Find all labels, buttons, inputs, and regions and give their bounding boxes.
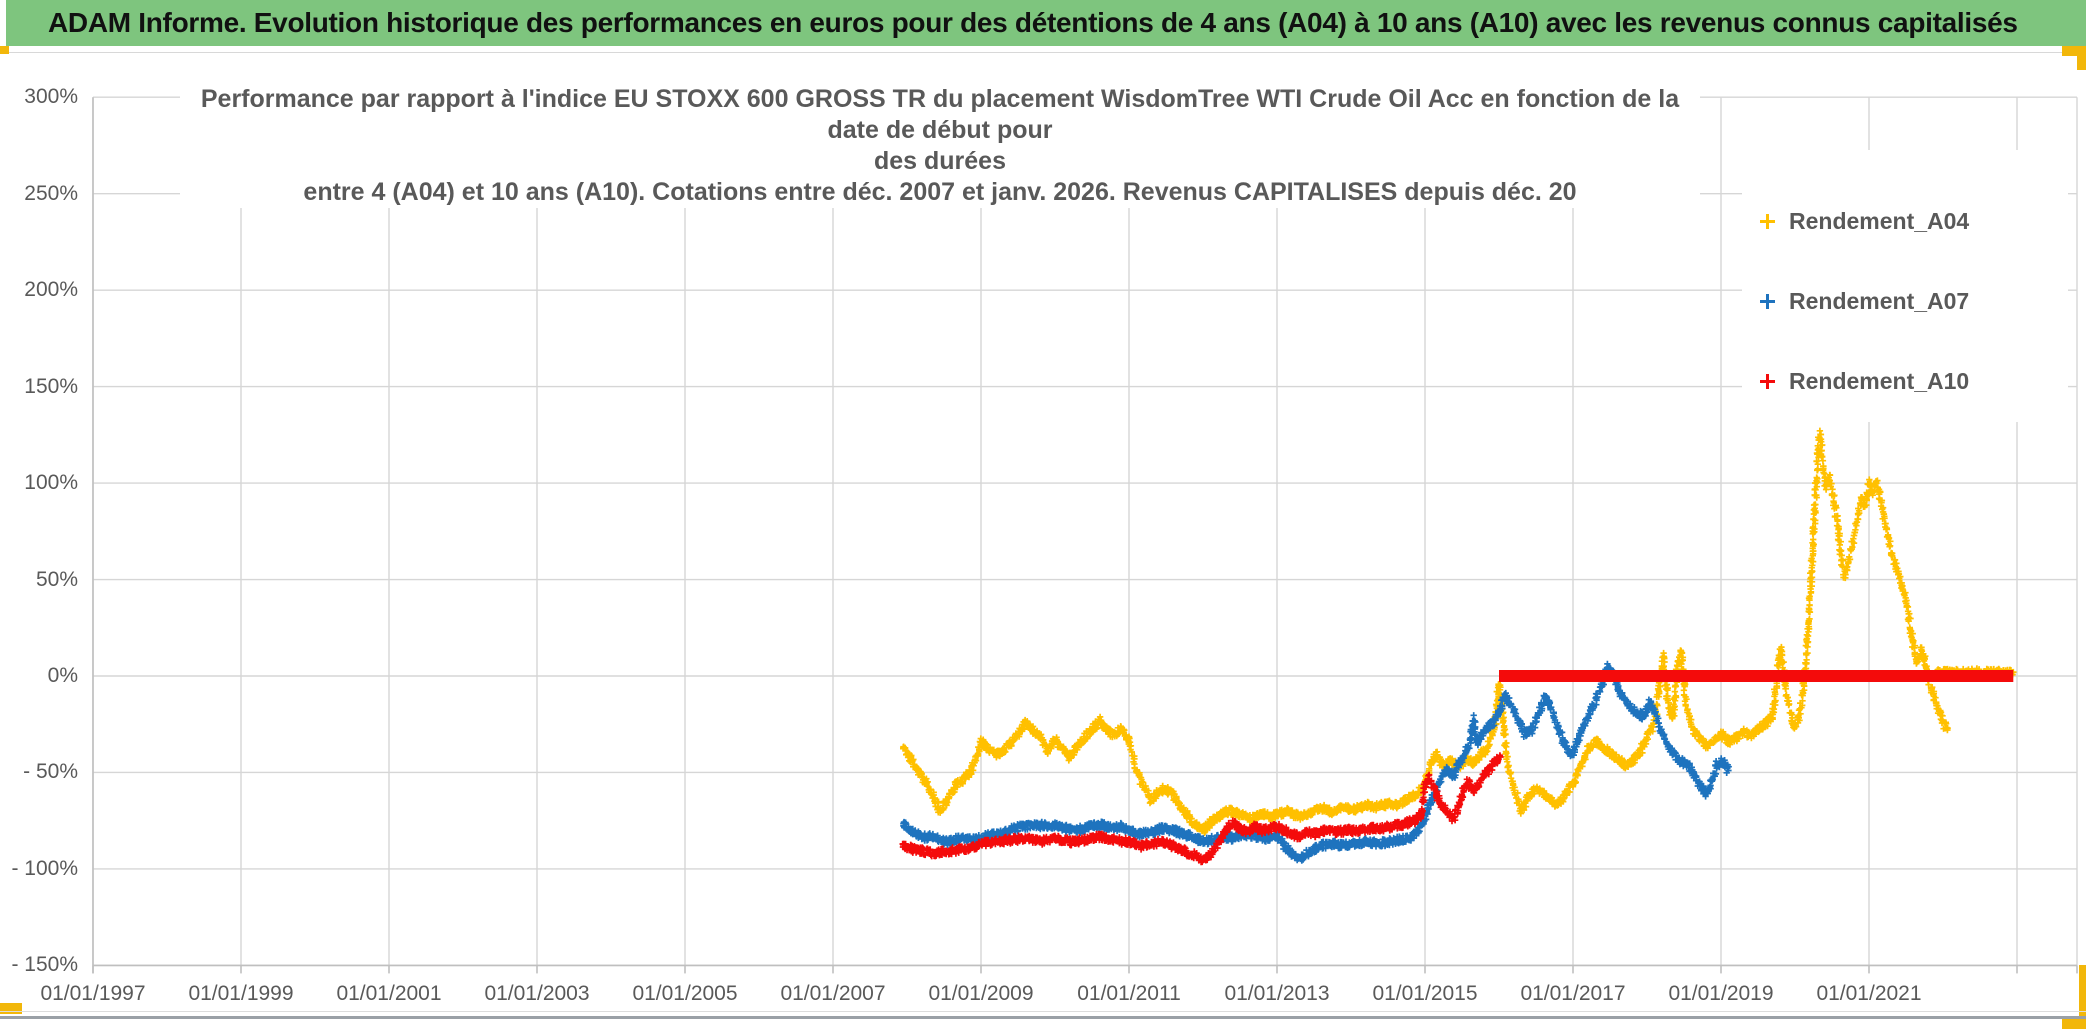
x-axis-label: 01/01/2015: [1372, 982, 1478, 1005]
x-axis-label: 01/01/2005: [632, 982, 738, 1005]
chart-title-line-1: Performance par rapport à l'indice EU ST…: [200, 85, 1680, 144]
y-axis-label: 0%: [47, 664, 78, 687]
legend-item-rendement-a04[interactable]: Rendement_A04: [1760, 208, 1969, 235]
banner-divider: [0, 52, 2086, 53]
x-axis-label: 01/01/2019: [1668, 982, 1774, 1005]
legend-label: Rendement_A07: [1789, 288, 1970, 314]
gold-accent-top-left: [0, 46, 9, 54]
gold-accent-top-right-h: [2062, 46, 2086, 56]
y-axis-label: - 50%: [23, 760, 78, 784]
chart-title-line-2: des durées: [873, 147, 1006, 175]
y-axis-label: 200%: [24, 278, 78, 302]
y-axis-label: 50%: [35, 567, 78, 591]
y-axis-label: - 150%: [11, 953, 78, 977]
chart-title-line-3: entre 4 (A04) et 10 ans (A10). Cotations…: [303, 178, 1577, 206]
x-axis-label: 01/01/2007: [780, 982, 886, 1005]
x-axis-label: 01/01/2017: [1520, 982, 1626, 1005]
x-axis-label: 01/01/1997: [40, 982, 146, 1005]
x-axis-label: 01/01/2021: [1816, 982, 1922, 1005]
gold-accent-bottom-left: [0, 1003, 22, 1014]
y-axis-label: 150%: [24, 374, 78, 398]
gold-accent-right-edge: [2079, 965, 2086, 1025]
plus-marker-icon: [1760, 294, 1775, 309]
x-axis-label: 01/01/2011: [1077, 982, 1181, 1005]
chart-legend: Rendement_A04 Rendement_A07 Rendement_A1…: [1742, 150, 2068, 422]
bottom-divider-light: [0, 1011, 2086, 1012]
legend-label: Rendement_A04: [1789, 208, 1970, 234]
legend-item-rendement-a07[interactable]: Rendement_A07: [1760, 288, 1969, 315]
x-axis-label: 01/01/2003: [484, 982, 590, 1005]
chart-title: Performance par rapport à l'indice EU ST…: [180, 84, 1700, 208]
y-axis-label: 300%: [24, 85, 78, 109]
plus-marker-icon: [1760, 374, 1775, 389]
legend-item-rendement-a10[interactable]: Rendement_A10: [1760, 368, 1969, 395]
gold-accent-top-right-v: [2077, 46, 2086, 70]
plus-marker-icon: [1760, 214, 1775, 229]
gold-accent-bottom-right: [2062, 1019, 2086, 1029]
y-axis-label: - 100%: [11, 856, 78, 880]
series-markers-rendement_a10: [899, 752, 1504, 866]
legend-label: Rendement_A10: [1789, 368, 1970, 394]
banner-title: ADAM Informe. Evolution historique des p…: [6, 0, 2086, 46]
y-axis-label: 100%: [24, 471, 78, 495]
x-axis-label: 01/01/1999: [188, 982, 294, 1005]
x-axis-label: 01/01/2013: [1224, 982, 1330, 1005]
bottom-divider-dark: [0, 1016, 2086, 1019]
y-axis-label: 250%: [24, 181, 78, 205]
x-axis-label: 01/01/2001: [336, 982, 442, 1005]
x-axis-label: 01/01/2009: [928, 982, 1034, 1005]
